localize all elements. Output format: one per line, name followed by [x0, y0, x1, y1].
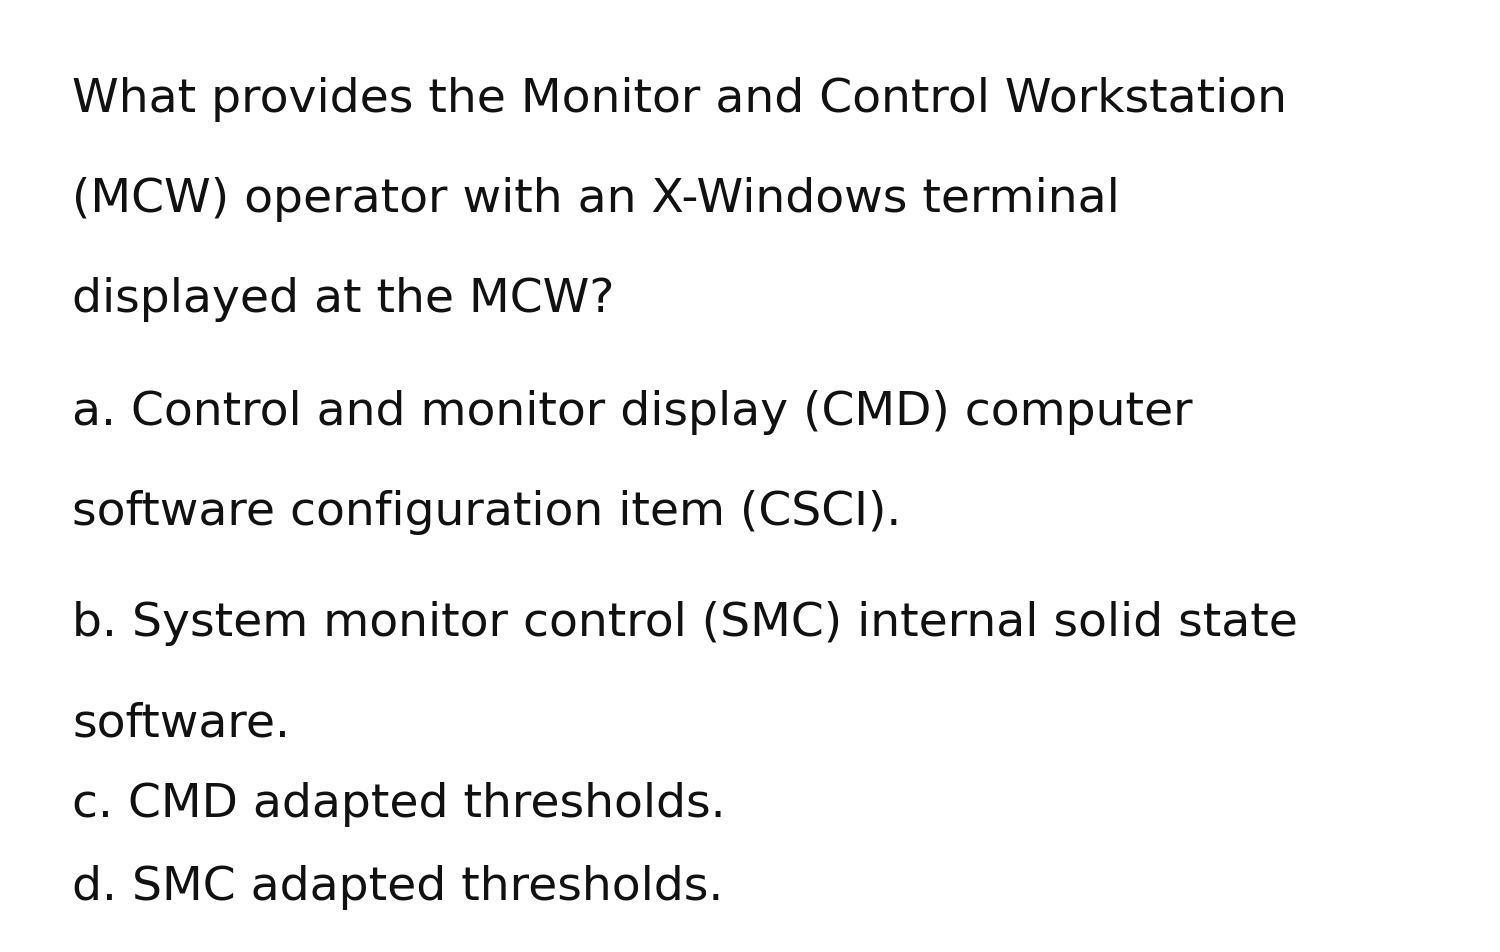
Text: c. CMD adapted thresholds.: c. CMD adapted thresholds. [72, 782, 726, 827]
Text: a. Control and monitor display (CMD) computer: a. Control and monitor display (CMD) com… [72, 389, 1192, 435]
Text: software configuration item (CSCI).: software configuration item (CSCI). [72, 489, 901, 535]
Text: software.: software. [72, 701, 290, 746]
Text: displayed at the MCW?: displayed at the MCW? [72, 277, 615, 323]
Text: What provides the Monitor and Control Workstation: What provides the Monitor and Control Wo… [72, 77, 1287, 123]
Text: d. SMC adapted thresholds.: d. SMC adapted thresholds. [72, 864, 723, 910]
Text: b. System monitor control (SMC) internal solid state: b. System monitor control (SMC) internal… [72, 601, 1298, 646]
Text: (MCW) operator with an X-Windows terminal: (MCW) operator with an X-Windows termina… [72, 177, 1119, 223]
